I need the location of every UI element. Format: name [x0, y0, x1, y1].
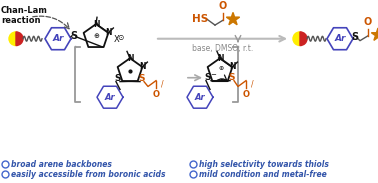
- Text: S: S: [229, 73, 235, 82]
- Text: N: N: [127, 54, 133, 63]
- Text: /: /: [161, 79, 163, 88]
- Text: O: O: [152, 90, 160, 99]
- Text: ⊕: ⊕: [93, 33, 99, 39]
- Text: N: N: [139, 62, 146, 72]
- Wedge shape: [300, 32, 307, 46]
- Text: S: S: [139, 74, 145, 83]
- Text: S: S: [352, 32, 359, 42]
- Text: Chan-Lam
reaction: Chan-Lam reaction: [1, 6, 48, 25]
- Text: Ar: Ar: [334, 34, 346, 43]
- Text: O: O: [243, 90, 249, 99]
- Text: Ar: Ar: [105, 93, 115, 102]
- Text: N: N: [105, 28, 112, 37]
- Polygon shape: [371, 28, 378, 40]
- Text: HS: HS: [192, 14, 208, 24]
- Text: high selectivity towards thiols: high selectivity towards thiols: [199, 160, 329, 169]
- Polygon shape: [226, 12, 240, 25]
- Text: −: −: [210, 72, 216, 78]
- Text: S: S: [70, 31, 77, 41]
- Text: S: S: [115, 74, 121, 83]
- Text: X: X: [114, 35, 120, 44]
- Wedge shape: [16, 32, 23, 46]
- Text: broad arene backbones: broad arene backbones: [11, 160, 112, 169]
- Text: ⊕: ⊕: [218, 66, 224, 71]
- Text: Ar: Ar: [195, 93, 205, 102]
- Text: mild condition and metal-free: mild condition and metal-free: [199, 170, 327, 179]
- Text: O: O: [364, 17, 372, 27]
- Text: base, DMSO, r.t.: base, DMSO, r.t.: [192, 44, 253, 53]
- Text: /: /: [251, 79, 253, 88]
- Text: Ar: Ar: [52, 34, 64, 43]
- Text: N: N: [217, 54, 223, 63]
- Text: easily accessible from boronic acids: easily accessible from boronic acids: [11, 170, 166, 179]
- Wedge shape: [9, 32, 16, 46]
- Text: ⊙: ⊙: [117, 33, 123, 42]
- Text: N: N: [93, 20, 99, 29]
- Wedge shape: [293, 32, 300, 46]
- Text: O: O: [219, 1, 227, 11]
- Text: S: S: [205, 73, 211, 82]
- Text: N: N: [229, 62, 235, 72]
